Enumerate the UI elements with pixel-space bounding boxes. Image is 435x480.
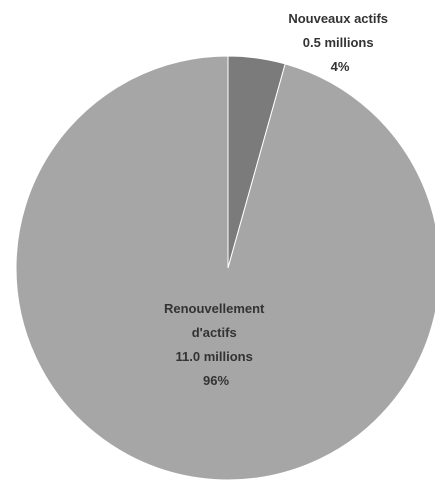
label-nouveaux-actifs: Nouveaux actifs 0.5 millions 4% <box>288 11 391 74</box>
label-renouvellement-actifs: Renouvellement d'actifs 11.0 millions 96… <box>164 301 268 388</box>
label-renouvellement-line-4: 96% <box>203 373 229 388</box>
slice-renouvellement-actifs <box>15 55 435 480</box>
label-nouveaux-actifs-line-1: Nouveaux actifs <box>288 11 388 26</box>
label-nouveaux-actifs-line-2: 0.5 millions <box>303 35 374 50</box>
pie-slices <box>15 55 435 480</box>
label-renouvellement-line-3: 11.0 millions <box>176 349 253 364</box>
label-nouveaux-actifs-line-3: 4% <box>331 59 350 74</box>
label-renouvellement-line-2: d'actifs <box>192 325 237 340</box>
label-renouvellement-line-1: Renouvellement <box>164 301 265 316</box>
